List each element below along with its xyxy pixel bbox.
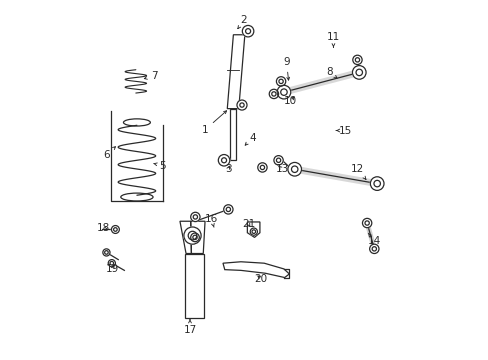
Circle shape (242, 26, 253, 37)
Text: 10: 10 (283, 96, 296, 106)
Text: 18: 18 (97, 224, 110, 233)
Text: 14: 14 (367, 233, 380, 246)
Circle shape (104, 251, 108, 254)
Circle shape (371, 247, 376, 251)
Circle shape (190, 233, 199, 242)
Circle shape (237, 100, 246, 110)
Circle shape (110, 261, 113, 265)
Circle shape (352, 55, 362, 64)
Text: 19: 19 (106, 264, 119, 274)
Circle shape (239, 103, 244, 107)
Circle shape (190, 212, 200, 222)
Circle shape (111, 226, 119, 233)
Circle shape (113, 228, 117, 231)
Circle shape (276, 77, 285, 86)
Text: 8: 8 (326, 67, 336, 78)
Circle shape (276, 158, 280, 162)
Circle shape (269, 89, 278, 99)
Circle shape (369, 177, 383, 190)
Circle shape (355, 58, 359, 62)
Text: 7: 7 (144, 71, 157, 81)
Text: 15: 15 (336, 126, 351, 135)
Circle shape (280, 89, 286, 95)
Circle shape (260, 165, 264, 170)
Circle shape (273, 156, 283, 165)
Text: 1: 1 (202, 111, 226, 135)
Circle shape (226, 207, 230, 212)
Text: 4: 4 (244, 133, 255, 145)
Text: 16: 16 (204, 215, 218, 227)
Text: 6: 6 (103, 147, 115, 160)
Circle shape (192, 235, 197, 239)
Circle shape (218, 154, 229, 166)
Text: 17: 17 (183, 319, 196, 335)
Circle shape (277, 85, 290, 99)
Circle shape (278, 79, 283, 84)
Circle shape (369, 244, 378, 253)
Circle shape (193, 215, 197, 219)
Circle shape (362, 219, 371, 228)
Circle shape (287, 162, 301, 176)
Text: 5: 5 (154, 161, 166, 171)
Text: 2: 2 (237, 15, 246, 29)
Circle shape (250, 228, 257, 235)
Circle shape (183, 227, 201, 244)
Text: 9: 9 (283, 57, 289, 80)
Circle shape (271, 92, 276, 96)
Circle shape (364, 221, 368, 225)
Text: 3: 3 (224, 164, 231, 174)
Circle shape (355, 69, 362, 76)
Circle shape (221, 158, 226, 163)
Circle shape (257, 163, 266, 172)
Circle shape (223, 205, 233, 214)
Circle shape (352, 66, 366, 79)
Circle shape (102, 249, 110, 256)
Text: 13: 13 (275, 164, 288, 174)
Text: 11: 11 (326, 32, 339, 47)
Text: 21: 21 (242, 219, 255, 229)
Circle shape (108, 260, 115, 267)
Circle shape (245, 29, 250, 34)
Circle shape (291, 166, 297, 172)
Circle shape (373, 180, 380, 187)
Text: 12: 12 (350, 164, 365, 179)
Circle shape (188, 231, 196, 240)
Text: 20: 20 (254, 274, 266, 284)
Circle shape (251, 230, 255, 233)
